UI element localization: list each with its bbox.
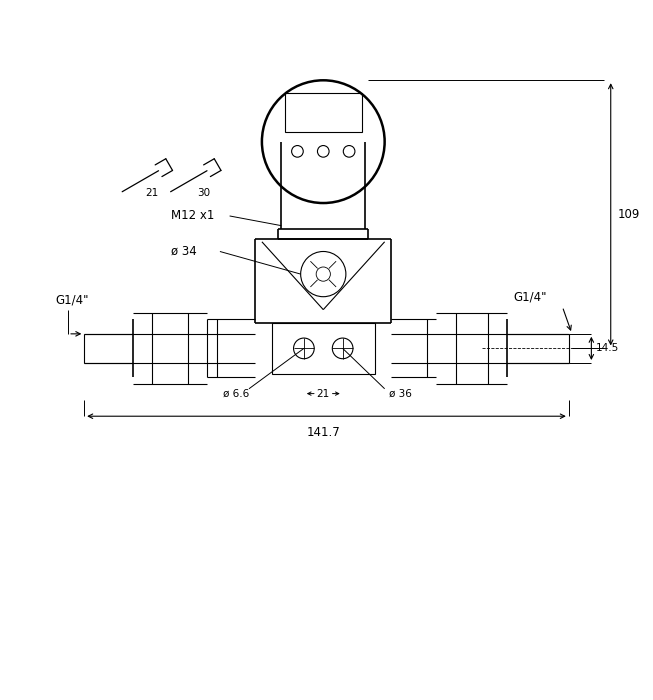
- Text: 14.5: 14.5: [596, 344, 620, 354]
- Bar: [272, 323, 375, 374]
- Text: ø 6.6: ø 6.6: [223, 389, 249, 398]
- Text: 109: 109: [617, 208, 639, 220]
- Text: G1/4": G1/4": [514, 290, 547, 303]
- Text: 141.7: 141.7: [306, 426, 340, 439]
- Text: 21: 21: [146, 188, 159, 198]
- Text: ø 36: ø 36: [389, 389, 412, 398]
- Text: 30: 30: [197, 188, 210, 198]
- Text: M12 x1: M12 x1: [172, 209, 215, 223]
- Bar: [285, 93, 362, 132]
- Text: ø 34: ø 34: [172, 245, 197, 258]
- Text: 21: 21: [317, 389, 330, 398]
- Text: G1/4": G1/4": [56, 293, 89, 307]
